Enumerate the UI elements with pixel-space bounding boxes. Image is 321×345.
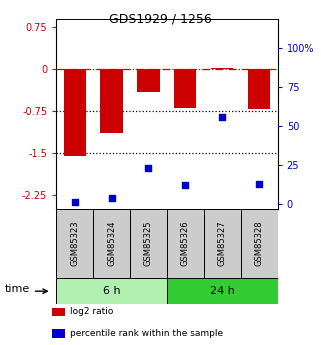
Bar [167,209,204,278]
Text: time: time [4,284,30,294]
Bar [211,68,233,69]
Bar [93,209,130,278]
Text: GSM85325: GSM85325 [144,220,153,266]
Point [256,181,262,186]
Text: percentile rank within the sample: percentile rank within the sample [70,329,223,338]
Text: log2 ratio: log2 ratio [70,307,114,316]
Text: 6 h: 6 h [103,286,120,296]
Bar [64,69,86,156]
Bar [174,69,196,108]
Point [183,183,188,188]
Text: GSM85323: GSM85323 [70,220,79,266]
Text: GDS1929 / 1256: GDS1929 / 1256 [109,12,212,25]
Bar [248,69,270,109]
Point [109,195,114,200]
Text: GSM85327: GSM85327 [218,220,227,266]
Bar [204,209,241,278]
Text: GSM85326: GSM85326 [181,220,190,266]
Text: 24 h: 24 h [210,286,235,296]
Point [146,165,151,171]
Point [220,114,225,119]
Bar [52,308,65,316]
Bar [130,209,167,278]
Bar [167,278,278,304]
Point [72,199,77,205]
Bar [56,278,167,304]
Bar [137,69,160,91]
Bar [241,209,278,278]
Bar [52,329,65,337]
Text: GSM85324: GSM85324 [107,220,116,266]
Text: GSM85328: GSM85328 [255,220,264,266]
Bar [100,69,123,134]
Bar [56,209,93,278]
